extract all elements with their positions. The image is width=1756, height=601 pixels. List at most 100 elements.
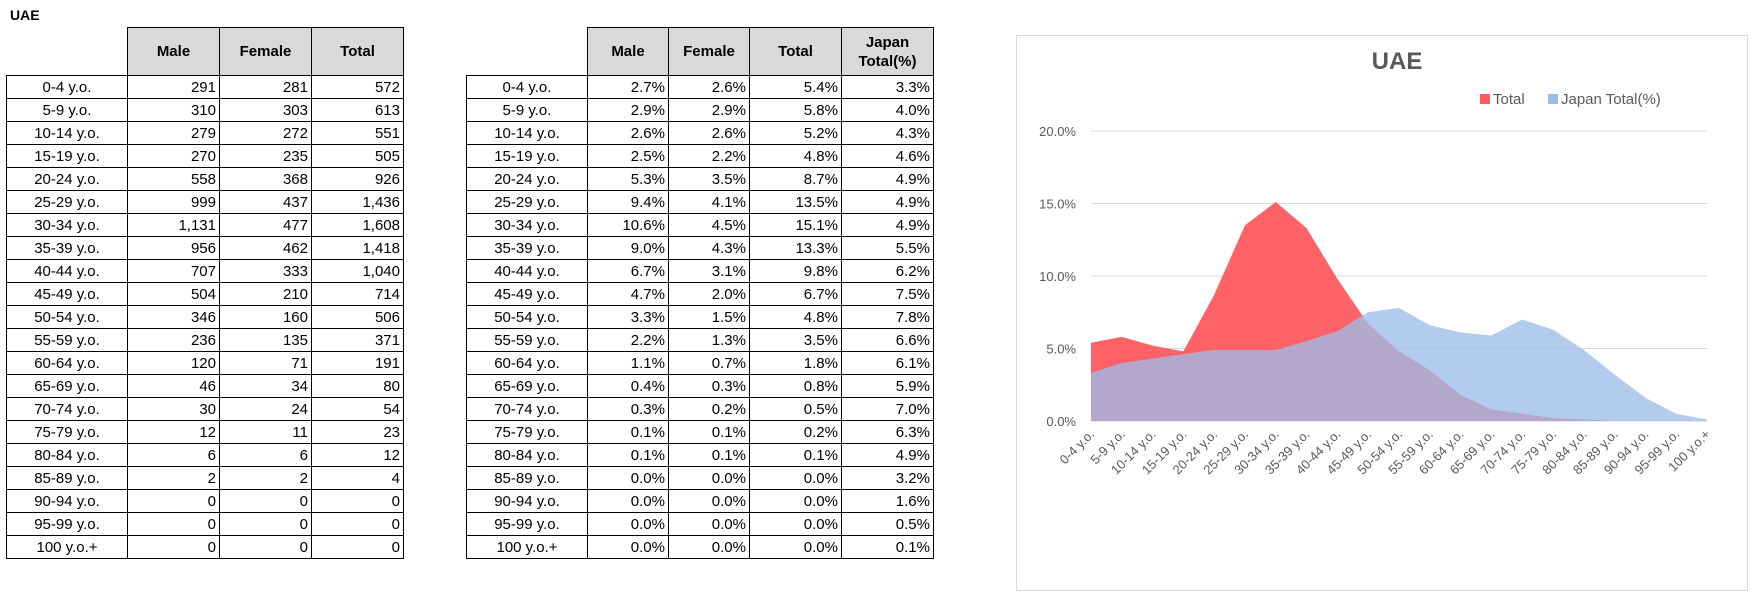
table-row: 20-24 y.o. 5.3% 3.5% 8.7% 4.9% — [466, 167, 934, 191]
table-row: 60-64 y.o. 120 71 191 — [6, 351, 404, 375]
table-cell: 4.7% — [587, 282, 669, 306]
table-cell: 4.5% — [668, 213, 750, 237]
table-cell: 505 — [311, 144, 404, 168]
counts-table: Male Female Total 0-4 y.o. 291 281 572 5-9 y.o… — [6, 27, 404, 559]
header-blank — [6, 27, 128, 76]
header-blank — [466, 27, 588, 76]
row-label: 0-4 y.o. — [466, 75, 588, 99]
table-cell: 30 — [127, 397, 220, 421]
table-cell: 0 — [311, 535, 404, 559]
table-cell: 0.0% — [587, 466, 669, 490]
table-cell: 34 — [219, 374, 312, 398]
legend-label: Total — [1493, 91, 1525, 108]
table-cell: 0.0% — [749, 489, 842, 513]
column-header: Total — [749, 27, 842, 76]
table-cell: 80 — [311, 374, 404, 398]
y-tick-label: 0.0% — [1046, 414, 1076, 429]
table-cell: 0.2% — [749, 420, 842, 444]
column-header: Female — [668, 27, 750, 76]
table-cell: 1,608 — [311, 213, 404, 237]
table-cell: 54 — [311, 397, 404, 421]
table-row: 65-69 y.o. 46 34 80 — [6, 374, 404, 398]
table-cell: 281 — [219, 75, 312, 99]
table-cell: 3.1% — [668, 259, 750, 283]
row-label: 100 y.o.+ — [466, 535, 588, 559]
table-cell: 15.1% — [749, 213, 842, 237]
row-label: 0-4 y.o. — [6, 75, 128, 99]
table-cell: 6 — [127, 443, 220, 467]
table-cell: 3.5% — [668, 167, 750, 191]
table-cell: 4 — [311, 466, 404, 490]
table-cell: 0.1% — [587, 443, 669, 467]
table-row: 90-94 y.o. 0 0 0 — [6, 489, 404, 513]
table-row: 75-79 y.o. 0.1% 0.1% 0.2% 6.3% — [466, 420, 934, 444]
table-cell: 477 — [219, 213, 312, 237]
table-cell: 2 — [219, 466, 312, 490]
table-cell: 13.5% — [749, 190, 842, 214]
column-header: Japan Total(%) — [841, 27, 934, 76]
table-row: 25-29 y.o. 999 437 1,436 — [6, 190, 404, 214]
table-cell: 2.0% — [668, 282, 750, 306]
table-cell: 346 — [127, 305, 220, 329]
table-cell: 0.0% — [668, 466, 750, 490]
table-cell: 24 — [219, 397, 312, 421]
table-cell: 6.2% — [841, 259, 934, 283]
table-cell: 3.2% — [841, 466, 934, 490]
row-label: 15-19 y.o. — [6, 144, 128, 168]
table-cell: 5.8% — [749, 98, 842, 122]
chart-title: UAE — [1372, 48, 1423, 75]
row-label: 95-99 y.o. — [6, 512, 128, 536]
table-cell: 0.0% — [587, 489, 669, 513]
table-cell: 3.5% — [749, 328, 842, 352]
row-label: 50-54 y.o. — [6, 305, 128, 329]
percent-table: Male Female Total Japan Total(%) 0-4 y.o. 2.… — [466, 27, 934, 559]
table-cell: 3.3% — [841, 75, 934, 99]
table-cell: 4.0% — [841, 98, 934, 122]
table-cell: 999 — [127, 190, 220, 214]
table-row: 65-69 y.o. 0.4% 0.3% 0.8% 5.9% — [466, 374, 934, 398]
row-label: 65-69 y.o. — [6, 374, 128, 398]
table-cell: 558 — [127, 167, 220, 191]
row-label: 85-89 y.o. — [6, 466, 128, 490]
table-cell: 2.6% — [587, 121, 669, 145]
table-cell: 13.3% — [749, 236, 842, 260]
legend-swatch — [1480, 94, 1490, 104]
table-cell: 160 — [219, 305, 312, 329]
table-cell: 707 — [127, 259, 220, 283]
table-cell: 4.3% — [668, 236, 750, 260]
table-row: 25-29 y.o. 9.4% 4.1% 13.5% 4.9% — [466, 190, 934, 214]
row-label: 10-14 y.o. — [6, 121, 128, 145]
table-cell: 235 — [219, 144, 312, 168]
table-row: 10-14 y.o. 279 272 551 — [6, 121, 404, 145]
table-cell: 6.3% — [841, 420, 934, 444]
table-cell: 5.3% — [587, 167, 669, 191]
table-cell: 2 — [127, 466, 220, 490]
table-cell: 11 — [219, 420, 312, 444]
row-label: 80-84 y.o. — [466, 443, 588, 467]
table-cell: 0 — [127, 512, 220, 536]
table-cell: 506 — [311, 305, 404, 329]
y-tick-label: 5.0% — [1046, 342, 1076, 357]
table-row: 80-84 y.o. 0.1% 0.1% 0.1% 4.9% — [466, 443, 934, 467]
table-cell: 504 — [127, 282, 220, 306]
table-row: 60-64 y.o. 1.1% 0.7% 1.8% 6.1% — [466, 351, 934, 375]
table-cell: 23 — [311, 420, 404, 444]
table-cell: 0.4% — [587, 374, 669, 398]
y-tick-label: 20.0% — [1039, 124, 1076, 139]
column-header: Male — [587, 27, 669, 76]
table-row: 20-24 y.o. 558 368 926 — [6, 167, 404, 191]
table-cell: 1,436 — [311, 190, 404, 214]
table-cell: 0.1% — [587, 420, 669, 444]
table-row: 35-39 y.o. 9.0% 4.3% 13.3% 5.5% — [466, 236, 934, 260]
row-label: 70-74 y.o. — [466, 397, 588, 421]
table-cell: 0 — [219, 535, 312, 559]
table-cell: 270 — [127, 144, 220, 168]
table-cell: 6.6% — [841, 328, 934, 352]
table-cell: 926 — [311, 167, 404, 191]
column-header: Female — [219, 27, 312, 76]
table-cell: 279 — [127, 121, 220, 145]
table-cell: 1,418 — [311, 236, 404, 260]
table-row: 45-49 y.o. 504 210 714 — [6, 282, 404, 306]
table-cell: 1.1% — [587, 351, 669, 375]
